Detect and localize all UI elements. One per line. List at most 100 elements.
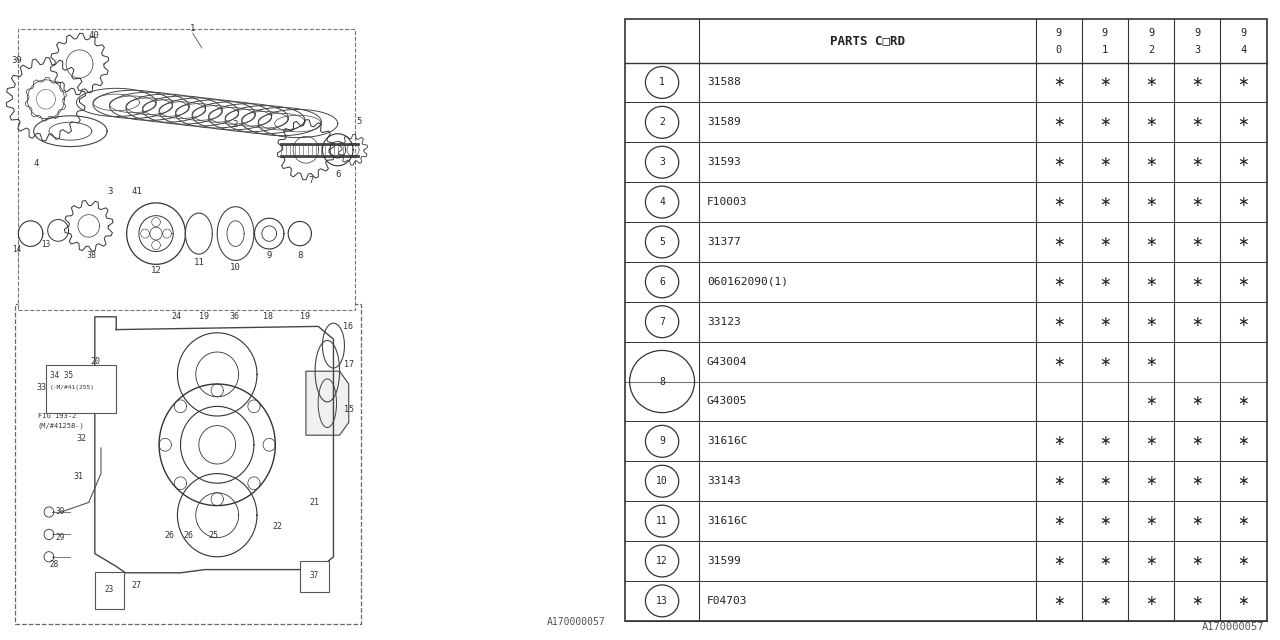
Text: 31: 31 (73, 472, 83, 481)
Text: ∗: ∗ (1238, 554, 1249, 568)
Text: 26: 26 (164, 531, 174, 540)
Text: A170000057: A170000057 (547, 617, 605, 627)
Text: 31593: 31593 (707, 157, 741, 167)
FancyBboxPatch shape (18, 198, 132, 269)
Text: ∗: ∗ (1192, 435, 1203, 449)
Text: 9: 9 (1194, 28, 1201, 38)
Text: ∗: ∗ (1053, 435, 1065, 449)
Text: F04703: F04703 (707, 596, 748, 606)
Text: ∗: ∗ (1100, 76, 1111, 90)
Text: 22: 22 (273, 522, 283, 531)
Text: ∗: ∗ (1192, 156, 1203, 169)
Text: ∗: ∗ (1100, 235, 1111, 249)
Text: 30: 30 (55, 508, 64, 516)
Text: ∗: ∗ (1146, 355, 1157, 369)
Text: 31616C: 31616C (707, 516, 748, 526)
Text: ∗: ∗ (1238, 195, 1249, 209)
Text: 4: 4 (1240, 45, 1247, 56)
Text: ∗: ∗ (1146, 195, 1157, 209)
Text: ∗: ∗ (1146, 275, 1157, 289)
Text: ∗: ∗ (1192, 315, 1203, 329)
Text: ∗: ∗ (1146, 554, 1157, 568)
Text: 23: 23 (105, 585, 114, 594)
Text: 3: 3 (1194, 45, 1201, 56)
Text: 33: 33 (37, 383, 46, 392)
Text: ∗: ∗ (1053, 594, 1065, 608)
Text: ∗: ∗ (1146, 235, 1157, 249)
Text: 15: 15 (344, 405, 353, 414)
Text: 4: 4 (33, 159, 38, 168)
Text: ∗: ∗ (1238, 474, 1249, 488)
Text: 28: 28 (49, 560, 58, 569)
Text: 8: 8 (297, 252, 302, 260)
Text: ∗: ∗ (1100, 156, 1111, 169)
Text: ∗: ∗ (1100, 275, 1111, 289)
Text: ∗: ∗ (1192, 275, 1203, 289)
Text: ∗: ∗ (1192, 394, 1203, 408)
Text: ∗: ∗ (1053, 514, 1065, 528)
Bar (95, 572, 124, 609)
Text: ∗: ∗ (1238, 115, 1249, 129)
Text: ∗: ∗ (1100, 554, 1111, 568)
Text: ∗: ∗ (1192, 514, 1203, 528)
Text: 2: 2 (1148, 45, 1155, 56)
Text: ∗: ∗ (1192, 594, 1203, 608)
Text: 40: 40 (88, 31, 100, 40)
Text: 9: 9 (659, 436, 666, 446)
Text: 3: 3 (659, 157, 666, 167)
Text: 12: 12 (657, 556, 668, 566)
Text: ∗: ∗ (1146, 394, 1157, 408)
Text: 6: 6 (335, 170, 340, 179)
Text: G43004: G43004 (707, 356, 748, 367)
Text: ∗: ∗ (1053, 156, 1065, 169)
Text: 2: 2 (659, 117, 666, 127)
Text: ∗: ∗ (1238, 275, 1249, 289)
Text: 6: 6 (659, 277, 666, 287)
Text: ∗: ∗ (1192, 554, 1203, 568)
Text: ∗: ∗ (1053, 474, 1065, 488)
Text: ∗: ∗ (1146, 115, 1157, 129)
Text: ∗: ∗ (1146, 474, 1157, 488)
Text: 31588: 31588 (707, 77, 741, 88)
Text: ∗: ∗ (1146, 156, 1157, 169)
Text: ∗: ∗ (1100, 474, 1111, 488)
Text: ∗: ∗ (1238, 235, 1249, 249)
Text: 34 35: 34 35 (50, 371, 73, 380)
Text: F10003: F10003 (707, 197, 748, 207)
Text: ∗: ∗ (1238, 514, 1249, 528)
Text: ∗: ∗ (1238, 435, 1249, 449)
Text: ∗: ∗ (1053, 76, 1065, 90)
Text: 19: 19 (198, 312, 209, 321)
Text: 11: 11 (193, 258, 205, 267)
Text: 16: 16 (343, 322, 352, 331)
Text: (-M/#41(255): (-M/#41(255) (50, 385, 95, 390)
Text: 9: 9 (1102, 28, 1108, 38)
FancyBboxPatch shape (18, 29, 355, 310)
Text: 25: 25 (209, 531, 218, 540)
Text: ∗: ∗ (1146, 315, 1157, 329)
Text: 2: 2 (233, 120, 238, 129)
Text: 12: 12 (151, 266, 161, 275)
Text: 1: 1 (189, 24, 196, 33)
Text: ∗: ∗ (1053, 195, 1065, 209)
Text: 5: 5 (357, 117, 362, 126)
Text: 31377: 31377 (707, 237, 741, 247)
FancyBboxPatch shape (15, 304, 361, 624)
Text: ∗: ∗ (1146, 76, 1157, 90)
Text: 7: 7 (308, 176, 314, 185)
Text: 24: 24 (172, 312, 182, 321)
Text: 1: 1 (1102, 45, 1108, 56)
Text: 18: 18 (264, 312, 273, 321)
Text: ∗: ∗ (1146, 514, 1157, 528)
Text: ∗: ∗ (1053, 355, 1065, 369)
Text: ∗: ∗ (1192, 195, 1203, 209)
Text: 31589: 31589 (707, 117, 741, 127)
Polygon shape (306, 371, 348, 435)
Text: ∗: ∗ (1100, 115, 1111, 129)
Text: 10: 10 (230, 263, 241, 272)
Text: 41: 41 (132, 188, 142, 196)
Text: 10: 10 (657, 476, 668, 486)
Text: 20: 20 (91, 357, 101, 366)
Text: ∗: ∗ (1238, 76, 1249, 90)
Text: 31616C: 31616C (707, 436, 748, 446)
